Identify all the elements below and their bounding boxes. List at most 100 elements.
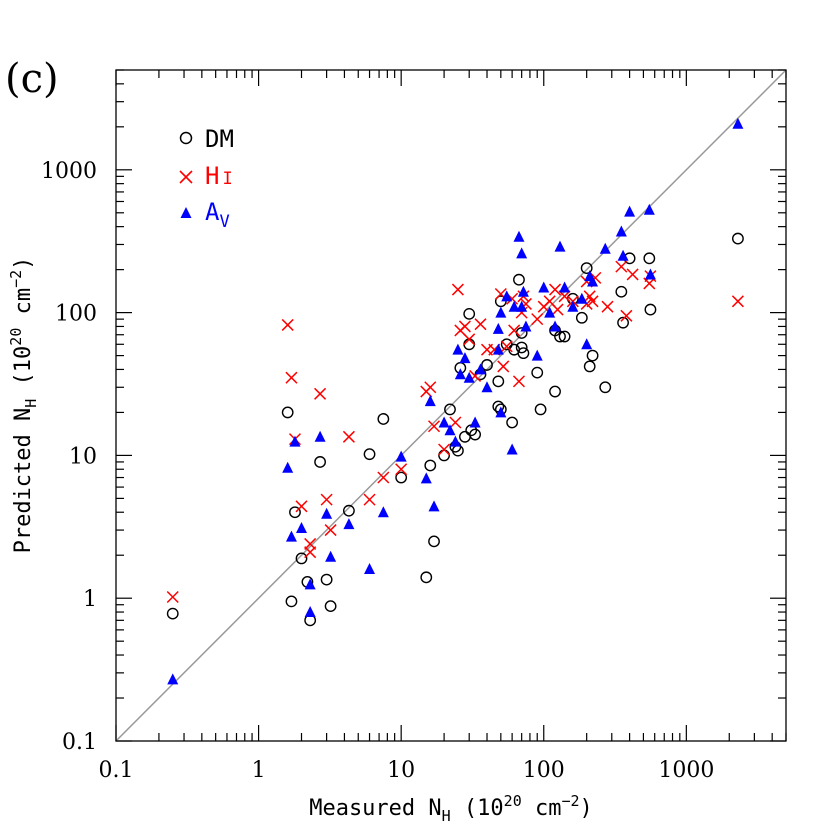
- data-point-av: [304, 606, 316, 618]
- one-to-one-line: [115, 69, 787, 742]
- x-tick-label: 1000: [658, 758, 714, 783]
- data-point-av: [495, 306, 507, 318]
- data-point-av: [520, 320, 532, 332]
- data-point-av: [459, 352, 471, 364]
- data-point-hi: [324, 524, 337, 537]
- data-point-av: [285, 530, 297, 542]
- data-point-dm: [324, 600, 337, 613]
- data-point-dm: [444, 403, 456, 416]
- data-point-dm: [363, 448, 376, 461]
- x-tick-label: 0.1: [99, 758, 134, 783]
- y-tick-label: 0.1: [62, 730, 97, 755]
- data-point-hi: [531, 313, 544, 326]
- x-axis-label: Measured NH (1020 cm−2): [309, 792, 593, 825]
- data-point-av: [377, 506, 389, 518]
- data-point-hi: [377, 471, 390, 484]
- data-point-hi: [314, 387, 327, 400]
- data-point-av: [481, 381, 493, 393]
- data-point-dm: [481, 359, 493, 371]
- data-point-hi: [438, 443, 451, 456]
- data-point-hi: [551, 303, 564, 316]
- data-point-dm: [513, 273, 525, 286]
- data-point-dm: [285, 595, 298, 608]
- data-point-dm: [281, 406, 294, 419]
- data-point-av: [428, 500, 440, 512]
- legend-item-dm: DM: [179, 125, 234, 153]
- data-point-hi: [451, 283, 464, 296]
- data-point-hi: [731, 295, 744, 308]
- data-point-av: [463, 371, 475, 383]
- data-point-hi: [449, 416, 462, 429]
- data-point-av: [167, 673, 179, 685]
- data-point-av: [615, 225, 627, 237]
- data-point-dm: [517, 347, 530, 360]
- y-tick-label: 10: [69, 444, 97, 469]
- data-point-hi: [320, 493, 333, 506]
- data-point-av: [296, 522, 308, 534]
- data-point-av: [617, 249, 629, 261]
- data-point-hi: [304, 546, 317, 559]
- data-point-hi: [601, 300, 614, 313]
- data-point-dm: [320, 573, 333, 586]
- data-point-hi: [474, 318, 487, 331]
- data-point-av: [506, 443, 518, 455]
- data-point-hi: [497, 360, 510, 373]
- data-point-hi: [500, 340, 513, 353]
- data-point-dm: [580, 262, 593, 274]
- legend-label-av: AV: [205, 198, 230, 232]
- y-tick-label: 1: [83, 587, 97, 612]
- data-point-dm: [617, 316, 629, 329]
- data-point-hi: [615, 260, 628, 273]
- data-point-hi: [549, 283, 562, 296]
- legend-marker-av: [180, 207, 192, 218]
- data-point-dm: [558, 330, 571, 343]
- data-point-dm: [420, 571, 433, 584]
- data-point-dm: [343, 504, 355, 517]
- data-point-av: [559, 281, 571, 293]
- data-point-av: [531, 349, 543, 361]
- legend-marker-dm: [179, 131, 193, 145]
- data-point-av: [554, 240, 566, 252]
- data-point-av: [732, 117, 744, 129]
- data-point-dm: [615, 285, 628, 298]
- data-point-av: [516, 247, 528, 259]
- data-point-dm: [534, 403, 547, 416]
- x-tick-label: 100: [523, 758, 565, 783]
- data-point-av: [474, 363, 486, 375]
- data-point-dm: [314, 456, 326, 468]
- series-av: [167, 117, 744, 685]
- data-point-av: [517, 285, 529, 297]
- data-point-av: [513, 230, 525, 242]
- data-point-av: [449, 435, 461, 447]
- data-point-hi: [285, 371, 298, 384]
- data-point-hi: [395, 463, 408, 476]
- data-point-av: [643, 203, 655, 215]
- data-point-av: [587, 275, 599, 287]
- data-point-dm: [732, 232, 744, 245]
- x-tick-label: 1: [252, 758, 266, 783]
- data-point-av: [454, 368, 466, 380]
- data-point-dm: [289, 506, 301, 519]
- data-point-av: [516, 300, 528, 312]
- data-point-hi: [363, 493, 376, 506]
- data-point-av: [424, 395, 436, 407]
- data-point-dm: [506, 416, 519, 429]
- data-point-av: [492, 343, 504, 355]
- data-point-dm: [295, 552, 308, 565]
- data-point-dm: [583, 360, 596, 373]
- data-point-av: [452, 343, 464, 355]
- x-tick-label: 10: [387, 758, 415, 783]
- data-point-av: [420, 472, 432, 484]
- legend-item-av: AV: [180, 198, 230, 232]
- plot-frame: [115, 69, 787, 742]
- data-point-av: [501, 290, 513, 302]
- data-point-av: [576, 292, 588, 304]
- data-point-hi: [166, 590, 179, 604]
- data-point-dm: [463, 307, 476, 320]
- data-point-dm: [599, 381, 612, 394]
- data-point-av: [567, 300, 579, 312]
